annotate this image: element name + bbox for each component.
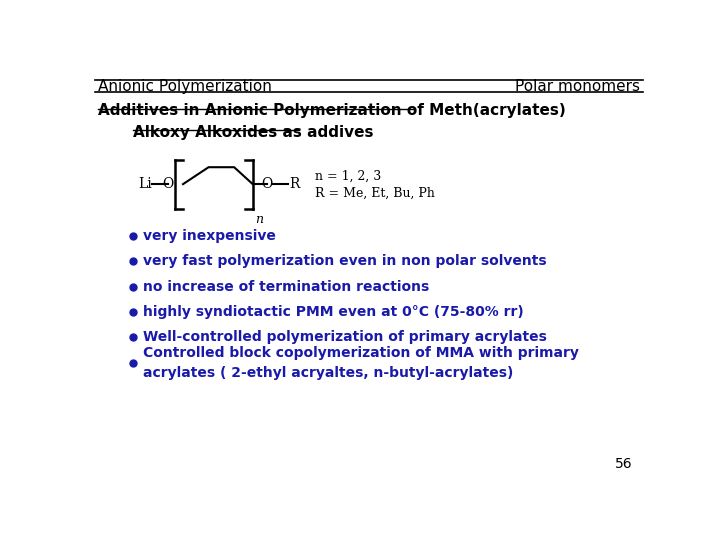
Text: n: n [255, 213, 263, 226]
Text: O: O [162, 177, 173, 191]
Text: highly syndiotactic PMM even at 0°C (75-80% rr): highly syndiotactic PMM even at 0°C (75-… [143, 305, 523, 319]
Text: Controlled block copolymerization of MMA with primary
acrylates ( 2-ethyl acryal: Controlled block copolymerization of MMA… [143, 346, 579, 380]
Text: Well-controlled polymerization of primary acrylates: Well-controlled polymerization of primar… [143, 330, 546, 345]
Text: O: O [261, 177, 272, 191]
Text: n = 1, 2, 3: n = 1, 2, 3 [315, 170, 381, 183]
Text: Alkoxy Alkoxides as addives: Alkoxy Alkoxides as addives [132, 125, 373, 140]
Text: very inexpensive: very inexpensive [143, 229, 276, 243]
Text: Li: Li [138, 177, 152, 191]
Text: Additives in Anionic Polymerization of Meth(acrylates): Additives in Anionic Polymerization of M… [98, 103, 565, 118]
Text: Polar monomers: Polar monomers [516, 79, 640, 94]
Text: Anionic Polymerization: Anionic Polymerization [98, 79, 271, 94]
Text: R = Me, Et, Bu, Ph: R = Me, Et, Bu, Ph [315, 187, 435, 200]
Text: 56: 56 [615, 457, 632, 471]
Text: no increase of termination reactions: no increase of termination reactions [143, 280, 429, 294]
Text: R: R [289, 177, 300, 191]
Text: very fast polymerization even in non polar solvents: very fast polymerization even in non pol… [143, 254, 546, 268]
